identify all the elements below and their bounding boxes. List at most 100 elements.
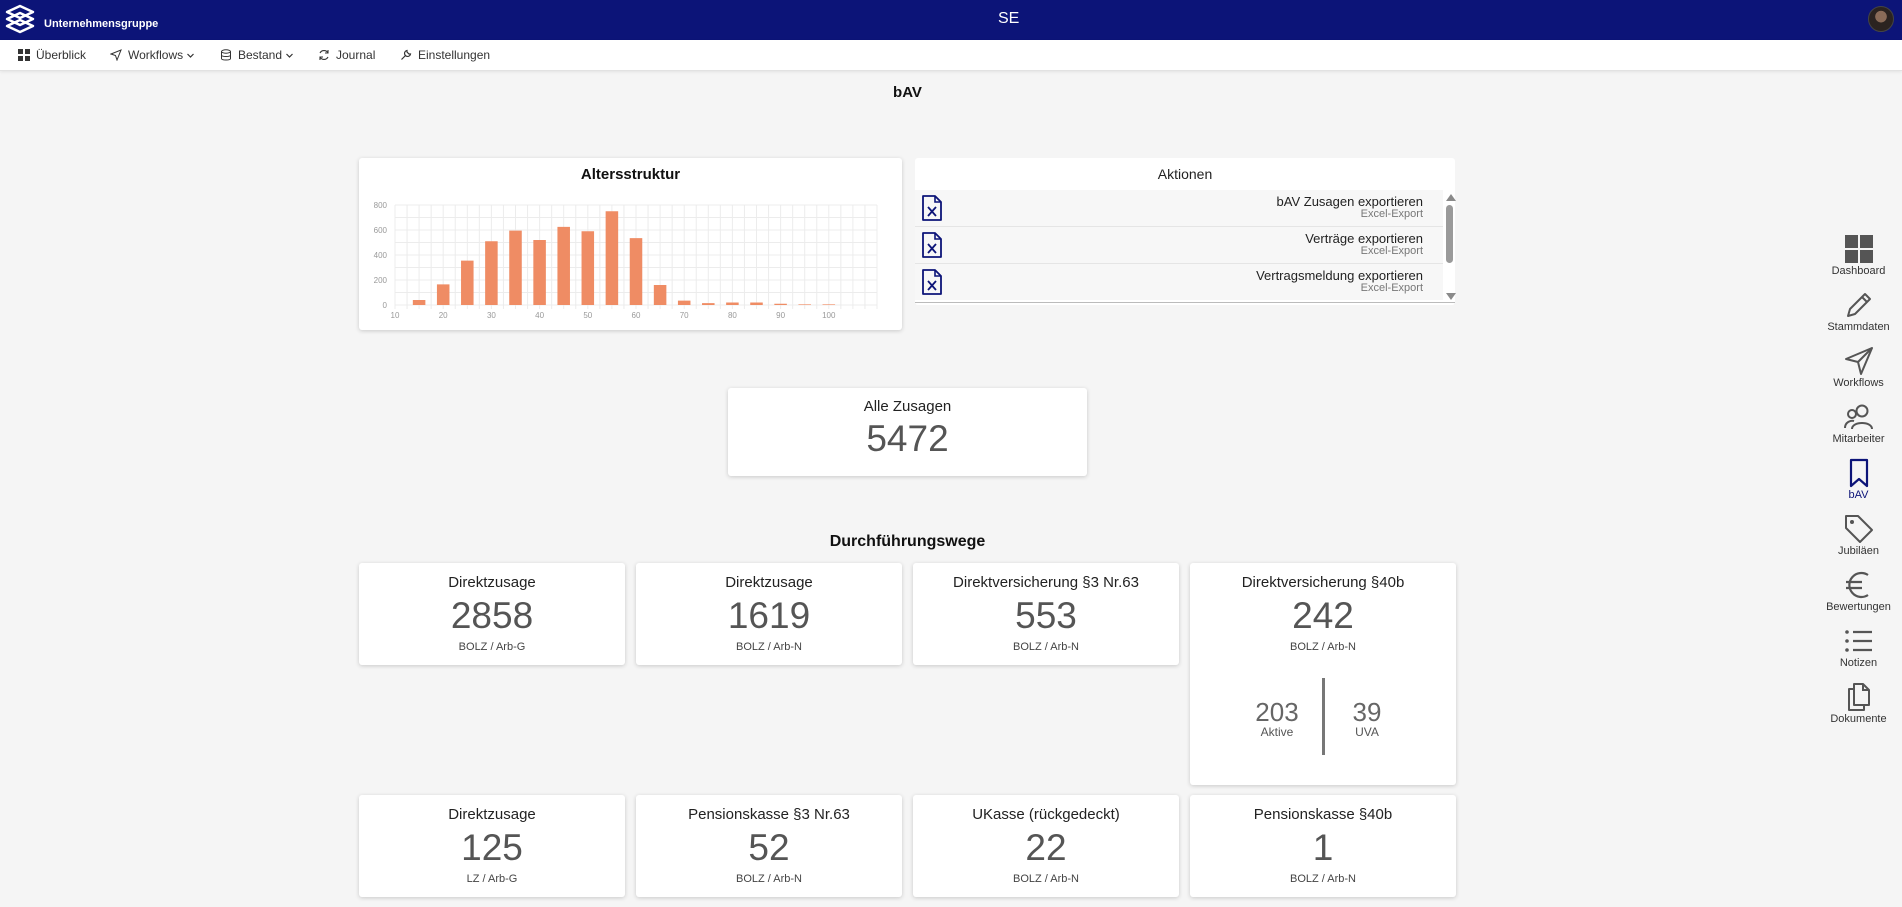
active-count: 203 bbox=[1255, 697, 1299, 727]
excel-file-icon bbox=[922, 232, 942, 258]
age-structure-chart: 0 200 400 600 800 10 20 30 40 50 60 70 80 90 100 bbox=[374, 201, 878, 320]
actions-scrollbar[interactable] bbox=[1445, 194, 1456, 300]
divider bbox=[915, 302, 1455, 303]
x-tick-label: 30 bbox=[487, 311, 496, 320]
sidebar-item-jubilaeen[interactable]: Jubiläen bbox=[1815, 513, 1902, 557]
chart-bar bbox=[677, 300, 691, 305]
scroll-thumb[interactable] bbox=[1446, 205, 1453, 263]
euro-icon bbox=[1845, 571, 1869, 599]
stat-card[interactable]: Direktversicherung §40b 242 BOLZ / Arb-N… bbox=[1190, 563, 1456, 785]
sidebar-item-bewertungen[interactable]: Bewertungen bbox=[1815, 569, 1902, 613]
stat-value: 1619 bbox=[727, 595, 811, 636]
send-icon bbox=[110, 49, 122, 61]
sidebar-item-label: Workflows bbox=[1833, 377, 1884, 389]
nav-item-einstellungen[interactable]: Einstellungen bbox=[400, 48, 490, 62]
chart-bar bbox=[629, 238, 643, 305]
chart-bar bbox=[798, 304, 811, 305]
nav-item-label: Einstellungen bbox=[418, 48, 491, 62]
stat-card[interactable]: Pensionskasse §3 Nr.63 52 BOLZ / Arb-N bbox=[636, 795, 902, 897]
stat-sub: BOLZ / Arb-N bbox=[735, 873, 803, 885]
y-tick-label: 400 bbox=[374, 251, 388, 260]
database-icon bbox=[221, 49, 231, 61]
scroll-down-arrow-icon[interactable] bbox=[1446, 293, 1456, 300]
list-icon bbox=[1844, 630, 1872, 652]
chart-bar bbox=[605, 211, 619, 305]
x-tick-label: 90 bbox=[776, 311, 785, 320]
nav-item-label: Bestand bbox=[238, 48, 283, 62]
send-icon bbox=[1844, 347, 1873, 375]
chart-bar bbox=[485, 241, 498, 305]
stat-label: Direktzusage bbox=[448, 806, 536, 823]
stat-value: 1 bbox=[1312, 827, 1334, 868]
sidebar-item-dokumente[interactable]: Dokumente bbox=[1815, 681, 1902, 725]
nav-item-workflows[interactable]: Workflows bbox=[110, 48, 195, 62]
action-export-contract-report[interactable]: Vertragsmeldung exportieren Excel-Export bbox=[915, 264, 1443, 300]
chart-bar bbox=[581, 231, 595, 305]
chart-bar bbox=[436, 284, 450, 305]
grid-icon bbox=[18, 49, 30, 61]
stat-label: UKasse (rückgedeckt) bbox=[972, 806, 1120, 823]
sidebar-item-stammdaten[interactable]: Stammdaten bbox=[1815, 289, 1902, 333]
stat-card[interactable]: Pensionskasse §40b 1 BOLZ / Arb-N bbox=[1190, 795, 1456, 897]
action-title: Verträge exportieren bbox=[1305, 231, 1423, 246]
x-tick-label: 10 bbox=[391, 311, 400, 320]
action-title: Vertragsmeldung exportieren bbox=[1256, 268, 1423, 283]
action-export-bav-commitments[interactable]: bAV Zusagen exportieren Excel-Export bbox=[915, 190, 1443, 227]
brand-name: Unternehmensgruppe bbox=[44, 18, 159, 30]
total-value: 5472 bbox=[866, 418, 949, 459]
stat-sub: BOLZ / Arb-N bbox=[1012, 873, 1080, 885]
x-tick-label: 40 bbox=[535, 311, 544, 320]
stat-value: 22 bbox=[1025, 827, 1067, 868]
stat-card[interactable]: UKasse (rückgedeckt) 22 BOLZ / Arb-N bbox=[913, 795, 1179, 897]
stat-card[interactable]: Direktversicherung §3 Nr.63 553 BOLZ / A… bbox=[913, 563, 1179, 665]
chevron-down-icon bbox=[286, 53, 293, 58]
chart-bar bbox=[774, 303, 787, 305]
sidebar-item-workflows[interactable]: Workflows bbox=[1815, 345, 1902, 389]
excel-file-icon bbox=[922, 269, 942, 295]
uva-label: UVA bbox=[1355, 725, 1379, 739]
stat-sub: BOLZ / Arb-N bbox=[735, 641, 803, 653]
chart-bar bbox=[726, 302, 739, 305]
stat-value: 242 bbox=[1292, 595, 1354, 636]
total-commitments-card: Alle Zusagen 5472 bbox=[728, 388, 1087, 476]
sidebar-item-mitarbeiter[interactable]: Mitarbeiter bbox=[1815, 401, 1902, 445]
sidebar-item-bav[interactable]: bAV bbox=[1815, 457, 1902, 501]
stat-label: Pensionskasse §3 Nr.63 bbox=[688, 806, 850, 823]
chart-title: Altersstruktur bbox=[580, 166, 681, 183]
y-tick-label: 0 bbox=[383, 301, 388, 310]
stat-card[interactable]: Direktzusage 2858 BOLZ / Arb-G bbox=[359, 563, 625, 665]
actions-list: bAV Zusagen exportieren Excel-Export Ver… bbox=[915, 190, 1443, 300]
stat-value: 125 bbox=[461, 827, 523, 868]
tenant-title: SE bbox=[998, 10, 1020, 27]
sidebar-item-dashboard[interactable]: Dashboard bbox=[1815, 233, 1902, 277]
stat-card[interactable]: Direktzusage 1619 BOLZ / Arb-N bbox=[636, 563, 902, 665]
stat-card[interactable]: Direktzusage 125 LZ / Arb-G bbox=[359, 795, 625, 897]
nav-item-ueberblick[interactable]: Überblick bbox=[18, 48, 86, 62]
nav-item-journal[interactable]: Journal bbox=[318, 48, 375, 62]
sidebar-item-label: Jubiläen bbox=[1838, 545, 1879, 557]
page-title: bAV bbox=[893, 84, 922, 101]
actions-title: Aktionen bbox=[1157, 166, 1213, 182]
sidebar-item-notizen[interactable]: Notizen bbox=[1815, 625, 1902, 669]
sidebar-item-label: Dashboard bbox=[1831, 265, 1886, 277]
chart-bar bbox=[653, 285, 667, 305]
action-subtitle: Excel-Export bbox=[1360, 208, 1423, 220]
pencil-icon bbox=[1846, 293, 1871, 317]
company-logo-icon[interactable] bbox=[4, 3, 36, 35]
chart-bar bbox=[750, 302, 763, 305]
scroll-up-arrow-icon[interactable] bbox=[1446, 194, 1456, 201]
user-avatar[interactable] bbox=[1868, 6, 1894, 32]
nav-item-bestand[interactable]: Bestand bbox=[220, 48, 294, 62]
stat-label: Pensionskasse §40b bbox=[1253, 806, 1393, 823]
active-label: Aktive bbox=[1260, 725, 1294, 739]
dashboard-icon bbox=[1844, 235, 1873, 263]
chart-bar bbox=[702, 303, 715, 305]
documents-icon bbox=[1847, 683, 1870, 711]
main-nav: Überblick Workflows Bestand Journal Eins… bbox=[0, 40, 1902, 71]
stat-label: Direktversicherung §3 Nr.63 bbox=[953, 574, 1139, 591]
stat-label: Direktversicherung §40b bbox=[1241, 574, 1405, 591]
stat-sub: LZ / Arb-G bbox=[466, 873, 518, 885]
chart-bar bbox=[557, 226, 570, 305]
y-tick-label: 600 bbox=[374, 226, 388, 235]
action-export-contracts[interactable]: Verträge exportieren Excel-Export bbox=[915, 227, 1443, 264]
